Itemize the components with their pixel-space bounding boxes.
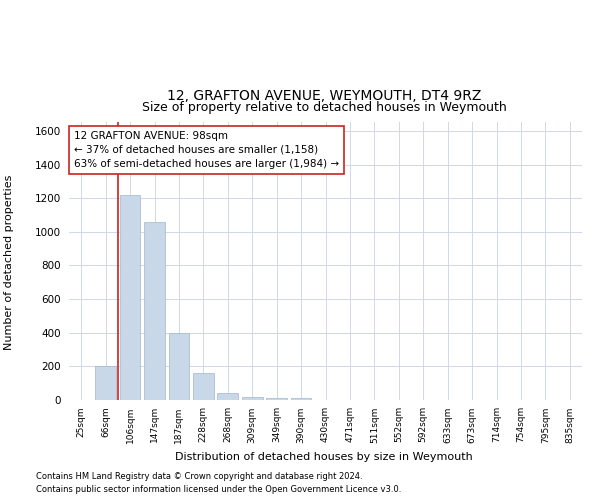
Bar [266,398,287,400]
Text: Size of property relative to detached houses in Weymouth: Size of property relative to detached ho… [142,100,506,114]
Bar [242,396,263,400]
Bar [193,373,214,400]
Text: 12, GRAFTON AVENUE, WEYMOUTH, DT4 9RZ: 12, GRAFTON AVENUE, WEYMOUTH, DT4 9RZ [167,88,481,102]
Bar [95,366,116,400]
Bar [169,332,190,400]
Bar [290,398,311,400]
Text: Number of detached properties: Number of detached properties [4,175,14,350]
Text: 12 GRAFTON AVENUE: 98sqm
← 37% of detached houses are smaller (1,158)
63% of sem: 12 GRAFTON AVENUE: 98sqm ← 37% of detach… [74,131,339,169]
Bar [119,195,140,400]
Bar [217,394,238,400]
Text: Distribution of detached houses by size in Weymouth: Distribution of detached houses by size … [175,452,473,462]
Text: Contains public sector information licensed under the Open Government Licence v3: Contains public sector information licen… [36,485,401,494]
Text: Contains HM Land Registry data © Crown copyright and database right 2024.: Contains HM Land Registry data © Crown c… [36,472,362,481]
Bar [144,222,165,400]
